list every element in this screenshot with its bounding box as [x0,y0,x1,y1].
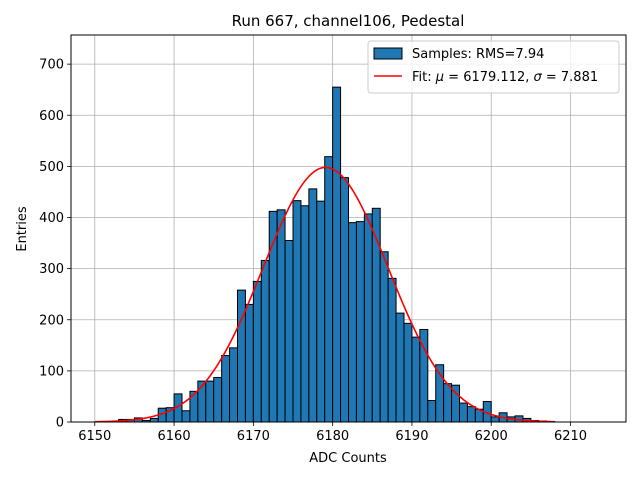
histogram-bar [149,417,159,423]
histogram-bar [466,406,476,423]
histogram-bar [427,400,437,423]
x-tick-label: 6150 [78,429,111,444]
histogram-bar [181,410,191,423]
histogram-bar [292,200,302,423]
legend-histogram-label: Samples: RMS=7.94 [412,47,544,62]
plot-frame [70,34,627,423]
fit-curve [94,166,555,423]
legend-sigma-value: = 7.881 [542,70,598,85]
histogram-bar [403,322,413,423]
histogram-bar [411,336,421,423]
histogram-bar [459,402,468,423]
histogram-bar [308,188,318,423]
y-tick-label: 700 [39,58,64,73]
histogram-bar [252,280,262,423]
histogram-bar [387,277,397,423]
legend-box [367,40,620,94]
legend-mu-symbol: μ [435,70,444,85]
legend-fit-prefix: Fit: [412,70,436,85]
histogram-bar [237,289,246,423]
histogram-bar [324,156,334,423]
axis-ticks: 6150 6160 6170 6180 6190 6200 6210 0 100 200 300 40… [39,58,587,444]
legend-sigma-symbol: σ [534,70,543,85]
y-tick-label: 100 [39,364,64,379]
histogram-bar [340,177,350,423]
y-tick-label: 600 [39,109,64,124]
histogram-bar [260,259,270,423]
legend-fit-label: Fit: μ = 6179.112, σ = 7.881 [412,70,598,85]
legend: Samples: RMS=7.94 Fit: μ = 6179.112, σ =… [367,40,620,94]
y-tick-label: 300 [39,262,64,277]
y-tick-label: 200 [39,313,64,328]
x-tick-label: 6160 [158,429,191,444]
histogram-bar [490,416,500,423]
x-tick-label: 6200 [475,429,508,444]
x-axis-label: ADC Counts [309,451,387,466]
y-tick-label: 0 [56,416,64,431]
y-axis-label: Entries [15,206,30,252]
histogram-bar [284,240,294,423]
x-tick-label: 6180 [316,429,349,444]
histogram-bar [205,380,215,423]
histogram-bar [348,222,357,423]
histogram-bar [300,205,310,423]
x-tick-label: 6170 [237,429,270,444]
histogram-bar [276,209,286,423]
y-tick-label: 400 [39,211,64,226]
histogram-bar [316,200,326,423]
y-tick-label: 500 [39,160,64,175]
histogram-bar [363,213,373,423]
histogram-bar [395,312,405,423]
histogram-bar [229,347,238,423]
histogram-bar [244,303,254,423]
histogram-bar [355,221,365,423]
histogram-bar [332,86,342,423]
histogram-bar [213,377,223,423]
x-tick-label: 6210 [554,429,587,444]
chart-title: Run 667, channel106, Pedestal [232,12,465,30]
legend-mu-value: = 6179.112, [444,70,533,85]
histogram-bar [221,355,231,423]
histogram-bar [443,383,453,423]
x-tick-label: 6190 [395,429,428,444]
histogram-bar [379,251,389,423]
legend-histogram-swatch [373,47,403,60]
